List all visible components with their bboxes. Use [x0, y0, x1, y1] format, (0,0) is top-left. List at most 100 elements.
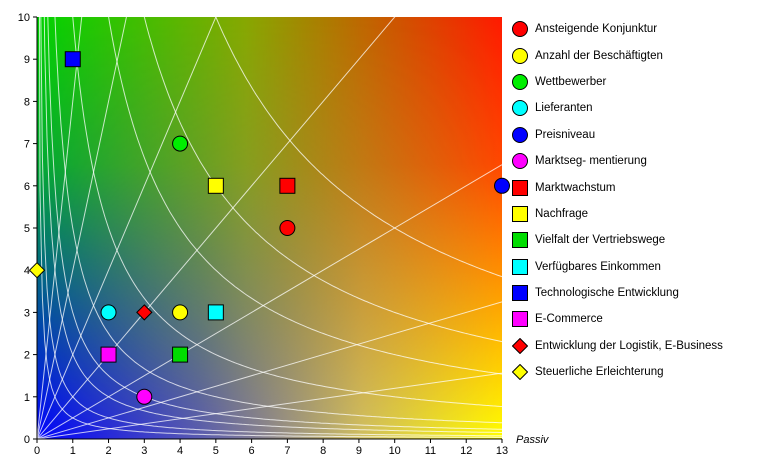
x-tick-label: 12 [460, 445, 472, 457]
plot-background [37, 17, 502, 439]
y-tick-label: 0 [24, 434, 30, 446]
legend-marker-square [512, 179, 528, 196]
x-tick-label: 0 [34, 445, 40, 457]
data-point-diamond [136, 304, 153, 321]
data-point-square [279, 177, 296, 194]
legend-label: Entwicklung der Logistik, E-Business [535, 339, 723, 352]
legend-marker-square [512, 311, 528, 328]
data-point-circle [494, 177, 510, 194]
y-tick-label: 10 [18, 12, 30, 24]
legend-item: Steuerliche Erleichterung [512, 359, 768, 385]
legend-label: Steuerliche Erleichterung [535, 366, 664, 379]
legend-label: Nachfrage [535, 207, 589, 220]
x-tick-label: 8 [320, 445, 326, 457]
legend-marker-circle [512, 21, 528, 38]
data-point-diamond [28, 261, 46, 279]
legend-item: Preisniveau [512, 122, 768, 148]
y-tick-label: 8 [24, 96, 30, 108]
legend-item: Vielfalt der Vertriebswege [512, 227, 768, 253]
x-tick-label: 7 [284, 445, 290, 457]
hyperbola-curve [39, 17, 502, 438]
data-point-circle [100, 304, 117, 321]
legend-marker-square [512, 232, 528, 249]
legend-marker-square [512, 285, 528, 302]
hyperbola-curve [40, 17, 502, 437]
legend-item: Marktwachstum [512, 174, 768, 200]
data-point-circle [279, 220, 296, 236]
hyperbola-curve [108, 17, 502, 375]
x-tick-label: 9 [356, 445, 362, 457]
legend-marker-circle [512, 47, 528, 64]
legend-marker-diamond [512, 337, 528, 354]
legend-item: Marktseg- mentierung [512, 148, 768, 174]
x-tick-label: 5 [213, 445, 219, 457]
hyperbola-curve [72, 17, 502, 407]
legend-item: Technologische Entwicklung [512, 280, 768, 306]
y-tick-label: 2 [24, 350, 30, 362]
x-tick-label: 11 [425, 445, 436, 457]
ratio-line [37, 17, 217, 439]
ratio-line [37, 301, 502, 439]
x-tick-label: 13 [496, 445, 508, 457]
legend-item: Entwicklung der Logistik, E-Business [512, 333, 768, 359]
x-tick-label: 6 [249, 445, 255, 457]
data-point-circle [172, 304, 189, 321]
legend-label: Marktwachstum [535, 181, 616, 194]
gradient-bottom [37, 17, 502, 439]
legend-marker-square [512, 205, 528, 222]
legend: Ansteigende Konjunktur Anzahl der Beschäf… [512, 16, 768, 385]
data-point-square [64, 51, 81, 68]
legend-label: Technologische Entwicklung [535, 287, 679, 300]
ratio-line [37, 164, 502, 439]
legend-marker-circle [512, 73, 528, 90]
legend-marker-circle [512, 100, 528, 117]
x-axis-label: Passiv [516, 434, 550, 446]
x-tick-label: 10 [389, 445, 401, 457]
data-point-square [207, 304, 224, 321]
legend-item: Lieferanten [512, 95, 768, 121]
legend-marker-circle [512, 126, 528, 143]
legend-label: Wettbewerber [535, 75, 607, 88]
legend-item: Nachfrage [512, 201, 768, 227]
legend-label: Lieferanten [535, 102, 593, 115]
legend-label: Preisniveau [535, 128, 596, 141]
legend-label: Anzahl der Beschäftigten [535, 49, 663, 62]
legend-item: Anzahl der Beschäftigten [512, 42, 768, 68]
hyperbola-curve [54, 17, 502, 424]
legend-item: Ansteigende Konjunktur [512, 16, 768, 42]
data-point-square [172, 346, 189, 363]
hyperbola-curve [143, 17, 502, 343]
y-tick-label: 1 [24, 392, 30, 404]
hyperbola-curve [43, 17, 502, 433]
y-tick-label: 3 [24, 307, 30, 319]
legend-label: Ansteigende Konjunktur [535, 23, 658, 36]
data-point-circle [136, 388, 153, 405]
data-points [28, 51, 510, 405]
x-tick-label: 1 [70, 445, 76, 457]
x-tick-label: 3 [141, 445, 147, 457]
x-tick-label: 2 [105, 445, 111, 457]
y-tick-label: 7 [24, 139, 30, 151]
legend-marker-diamond [512, 364, 528, 381]
legend-label: Vielfalt der Vertriebswege [535, 234, 666, 247]
data-point-circle [172, 135, 189, 152]
legend-marker-circle [512, 153, 528, 170]
y-tick-label: 5 [24, 223, 30, 235]
y-tick-label: 4 [24, 265, 30, 277]
ratio-line [37, 17, 127, 439]
legend-label: E-Commerce [535, 313, 603, 326]
ratio-line [37, 372, 502, 439]
data-point-square [100, 346, 117, 363]
data-point-square [207, 177, 224, 194]
legend-label: Marktseg- mentierung [535, 155, 647, 168]
hyperbola-curve [215, 17, 502, 278]
y-tick-label: 9 [24, 54, 30, 66]
legend-marker-square [512, 258, 528, 275]
y-tick-label: 6 [24, 181, 30, 193]
legend-item: Wettbewerber [512, 69, 768, 95]
legend-item: E-Commerce [512, 306, 768, 332]
legend-item: Verfügbares Einkommen [512, 254, 768, 280]
hyperbola-curve [47, 17, 502, 430]
legend-label: Verfügbares Einkommen [535, 260, 661, 273]
